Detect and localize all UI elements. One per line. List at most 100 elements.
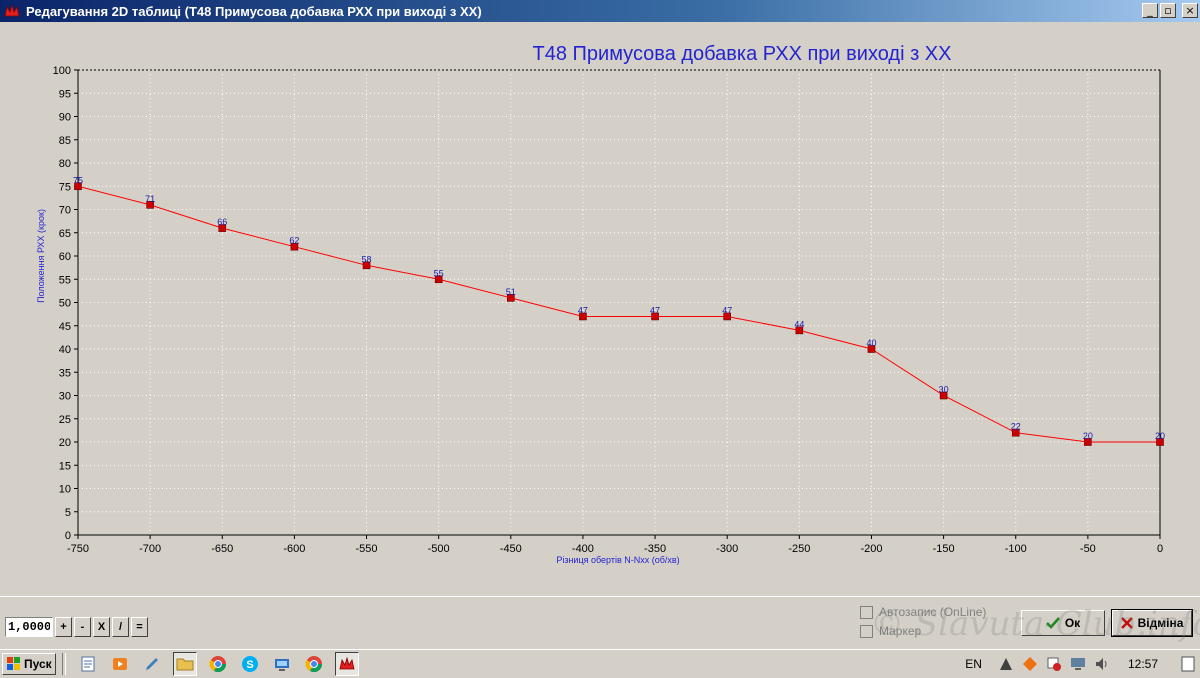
multiply-button[interactable]: X — [93, 617, 110, 637]
y-tick-label: 45 — [59, 321, 71, 333]
data-point[interactable] — [218, 224, 227, 232]
data-point[interactable] — [1011, 428, 1020, 437]
y-tick-label: 80 — [59, 158, 71, 170]
y-tick-label: 95 — [59, 88, 71, 100]
x-tick-label: -400 — [572, 543, 594, 555]
language-indicator[interactable]: EN — [965, 657, 982, 671]
data-point[interactable] — [146, 201, 154, 209]
y-tick-label: 25 — [59, 414, 71, 426]
x-tick-label: -200 — [860, 543, 882, 555]
data-label: 55 — [434, 268, 444, 278]
media-player-icon[interactable] — [109, 653, 131, 675]
volume-icon[interactable] — [1093, 655, 1111, 673]
x-tick-label: -550 — [356, 543, 378, 555]
x-tick-label: -700 — [139, 543, 161, 555]
y-axis-ticks: 0 5 10 15 20 25 30 35 40 45 50 55 60 65 70 75 80 85 90 95 10… — [53, 65, 78, 542]
data-point[interactable] — [1156, 438, 1164, 446]
windows-logo-icon — [7, 657, 20, 670]
notification-icon[interactable] — [1179, 655, 1197, 673]
data-point[interactable] — [579, 312, 587, 321]
data-series[interactable]: 75 71 66 62 58 55 51 47 47 47 44 40 30 22 20 20 — [73, 175, 1165, 446]
y-tick-label: 5 — [65, 507, 71, 519]
x-tick-label: -300 — [716, 543, 738, 555]
x-axis-ticks: -750 -700 -650 -600 -550 -500 -450 -400 -350 -300… — [67, 535, 1163, 555]
data-point[interactable] — [434, 275, 443, 284]
y-tick-label: 10 — [59, 484, 71, 496]
divide-button[interactable]: / — [112, 617, 129, 637]
close-button[interactable]: × — [1182, 3, 1198, 18]
data-label: 58 — [362, 254, 372, 264]
data-label: 66 — [217, 217, 227, 227]
data-point[interactable] — [939, 391, 948, 400]
y-tick-label: 0 — [65, 530, 71, 542]
data-point[interactable] — [867, 345, 876, 353]
data-point[interactable] — [362, 261, 371, 270]
x-tick-label: -250 — [788, 543, 810, 555]
checkmark-icon — [1045, 617, 1060, 629]
app-logo-taskbar-icon[interactable] — [335, 652, 359, 676]
folder-icon[interactable] — [173, 652, 197, 676]
grid — [78, 70, 1160, 535]
data-point[interactable] — [1084, 438, 1092, 446]
data-label: 40 — [866, 338, 876, 348]
monitor-icon[interactable] — [1069, 655, 1087, 673]
x-tick-label: -450 — [500, 543, 522, 555]
data-point[interactable] — [723, 312, 732, 321]
data-label: 75 — [73, 175, 83, 185]
multiplier-input[interactable] — [5, 617, 53, 637]
data-point[interactable] — [74, 182, 82, 191]
y-tick-label: 70 — [59, 205, 71, 217]
minimize-button[interactable]: _ — [1142, 3, 1158, 18]
x-tick-label: -100 — [1005, 543, 1027, 555]
autosave-checkbox-box[interactable] — [860, 605, 873, 619]
data-label: 71 — [145, 194, 155, 204]
y-tick-label: 20 — [59, 437, 71, 449]
x-tick-label: -750 — [67, 543, 89, 555]
data-point[interactable] — [651, 312, 659, 321]
chart-area: Т48 Примусова добавка РХХ при виході з Х… — [36, 43, 1165, 565]
restore-button[interactable]: ▫ — [1160, 3, 1176, 18]
antivirus-icon[interactable] — [1021, 655, 1039, 673]
flag-icon[interactable] — [1045, 655, 1063, 673]
data-point[interactable] — [290, 242, 299, 251]
clock[interactable]: 12:57 — [1127, 657, 1158, 671]
y-tick-label: 75 — [59, 181, 71, 193]
subtract-button[interactable]: - — [74, 617, 91, 637]
autosave-checkbox[interactable]: Автозапис (OnLine) — [860, 605, 986, 619]
marker-label: Маркер — [879, 624, 922, 638]
data-label: 47 — [578, 305, 588, 315]
y-tick-label: 85 — [59, 135, 71, 147]
network-status-icon[interactable] — [997, 655, 1015, 673]
x-tick-label: -650 — [211, 543, 233, 555]
data-point[interactable] — [506, 294, 515, 302]
y-tick-label: 60 — [59, 251, 71, 263]
add-button[interactable]: + — [55, 617, 72, 637]
start-button[interactable]: Пуск — [2, 653, 56, 675]
x-tick-label: -50 — [1080, 543, 1096, 555]
data-label: 51 — [506, 287, 516, 297]
x-tick-label: -600 — [283, 543, 305, 555]
network-tool-icon[interactable] — [271, 653, 293, 675]
document-icon[interactable] — [77, 653, 99, 675]
pen-tool-icon[interactable] — [141, 653, 163, 675]
marker-checkbox-box[interactable] — [860, 624, 873, 638]
data-point[interactable] — [795, 326, 804, 335]
x-tick-label: -500 — [428, 543, 450, 555]
ok-button[interactable]: Ок — [1021, 610, 1105, 636]
y-tick-label: 40 — [59, 344, 71, 356]
autosave-label: Автозапис (OnLine) — [879, 605, 987, 619]
y-tick-label: 90 — [59, 112, 71, 124]
equals-button[interactable]: = — [131, 617, 148, 637]
cancel-button[interactable]: Відміна — [1111, 609, 1193, 637]
marker-checkbox[interactable]: Маркер — [860, 624, 921, 638]
cancel-label: Відміна — [1137, 616, 1184, 630]
y-axis-label: Положення РХХ (крок) — [36, 209, 46, 303]
x-tick-label: -350 — [644, 543, 666, 555]
taskbar: Пуск S EN 12:57 — [0, 649, 1200, 678]
chrome-icon[interactable] — [207, 653, 229, 675]
skype-icon[interactable]: S — [239, 653, 261, 675]
chrome-icon-2[interactable] — [303, 653, 325, 675]
x-tick-label: -150 — [933, 543, 955, 555]
cross-icon — [1120, 617, 1133, 629]
value-calculator: + - X / = — [5, 617, 148, 637]
